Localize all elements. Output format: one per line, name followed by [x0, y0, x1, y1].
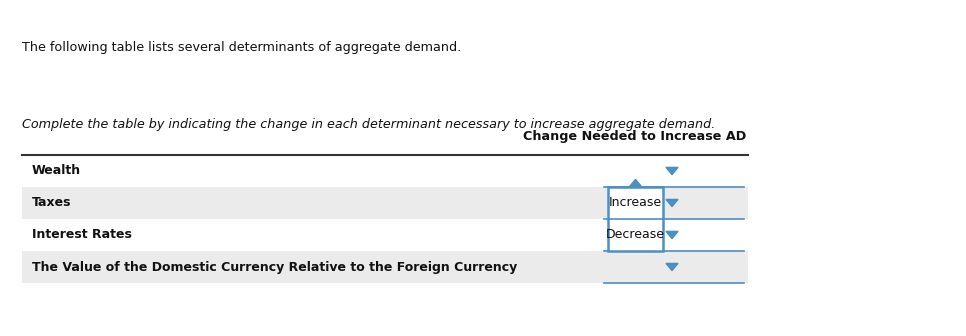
Text: Change Needed to Increase AD: Change Needed to Increase AD — [523, 130, 746, 143]
Bar — [22, 155, 748, 187]
Bar — [22, 187, 748, 219]
Text: Increase: Increase — [609, 197, 662, 210]
Text: Complete the table by indicating the change in each determinant necessary to inc: Complete the table by indicating the cha… — [22, 118, 715, 131]
Polygon shape — [666, 232, 678, 239]
Text: Taxes: Taxes — [32, 197, 71, 210]
Text: Decrease: Decrease — [606, 228, 665, 242]
Text: The following table lists several determinants of aggregate demand.: The following table lists several determ… — [22, 41, 461, 54]
Bar — [608, 187, 663, 251]
Text: Wealth: Wealth — [32, 165, 81, 177]
Polygon shape — [666, 263, 678, 270]
Text: The Value of the Domestic Currency Relative to the Foreign Currency: The Value of the Domestic Currency Relat… — [32, 260, 517, 274]
Text: Interest Rates: Interest Rates — [32, 228, 132, 242]
Polygon shape — [666, 167, 678, 175]
Polygon shape — [666, 199, 678, 207]
Bar — [22, 219, 748, 251]
Bar — [22, 251, 748, 283]
Polygon shape — [630, 179, 641, 186]
